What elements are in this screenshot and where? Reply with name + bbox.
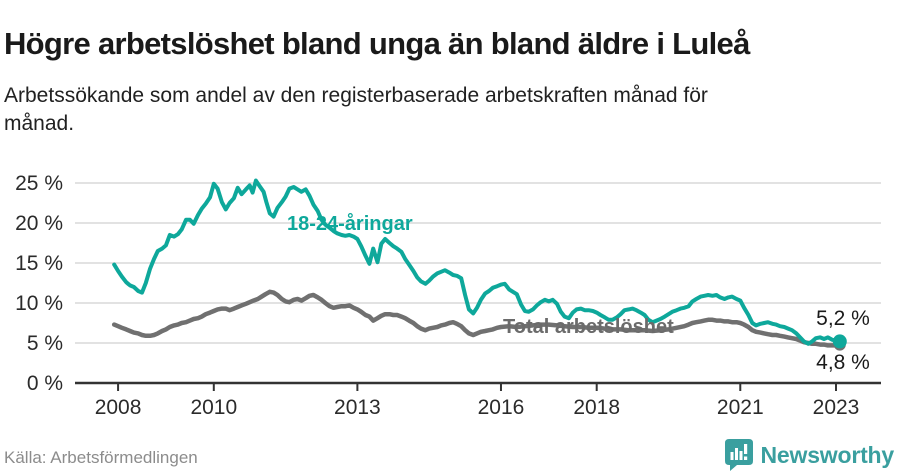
x-tick-label: 2010 (190, 396, 237, 419)
series-label-total: Total arbetslöshet (503, 316, 674, 338)
brand-name: Newsworthy (760, 441, 895, 468)
series-line-teal (112, 178, 842, 346)
y-tick-label: 0 % (27, 372, 63, 395)
x-tick-label: 2023 (813, 396, 860, 419)
chart-subtitle: Arbetssökande som andel av den registerb… (4, 82, 864, 138)
series-end-dot-teal (832, 334, 847, 349)
y-tick-label: 25 % (15, 172, 63, 195)
y-tick-label: 15 % (15, 252, 63, 275)
end-value-total: 4,8 % (816, 351, 870, 374)
page-title: Högre arbetslöshet bland unga än bland ä… (4, 25, 750, 61)
x-tick-label: 2021 (717, 396, 764, 419)
end-value-youth: 5,2 % (816, 307, 870, 330)
subtitle-line-2: månad. (4, 112, 75, 135)
newsworthy-bubble-chart-icon (724, 439, 753, 471)
x-tick-label: 2008 (95, 396, 142, 419)
y-tick-label: 10 % (15, 292, 63, 315)
series-label-youth: 18-24-åringar (287, 213, 413, 235)
x-tick-label: 2013 (334, 396, 381, 419)
y-tick-label: 5 % (27, 332, 63, 355)
newsworthy-logo: Newsworthy (724, 439, 895, 471)
series-line-gray (111, 289, 843, 348)
y-tick-label: 20 % (15, 212, 63, 235)
source-note: Källa: Arbetsförmedlingen (4, 448, 198, 467)
x-tick-label: 2016 (478, 396, 525, 419)
subtitle-line-1: Arbetssökande som andel av den registerb… (4, 84, 708, 107)
x-tick-label: 2018 (573, 396, 620, 419)
